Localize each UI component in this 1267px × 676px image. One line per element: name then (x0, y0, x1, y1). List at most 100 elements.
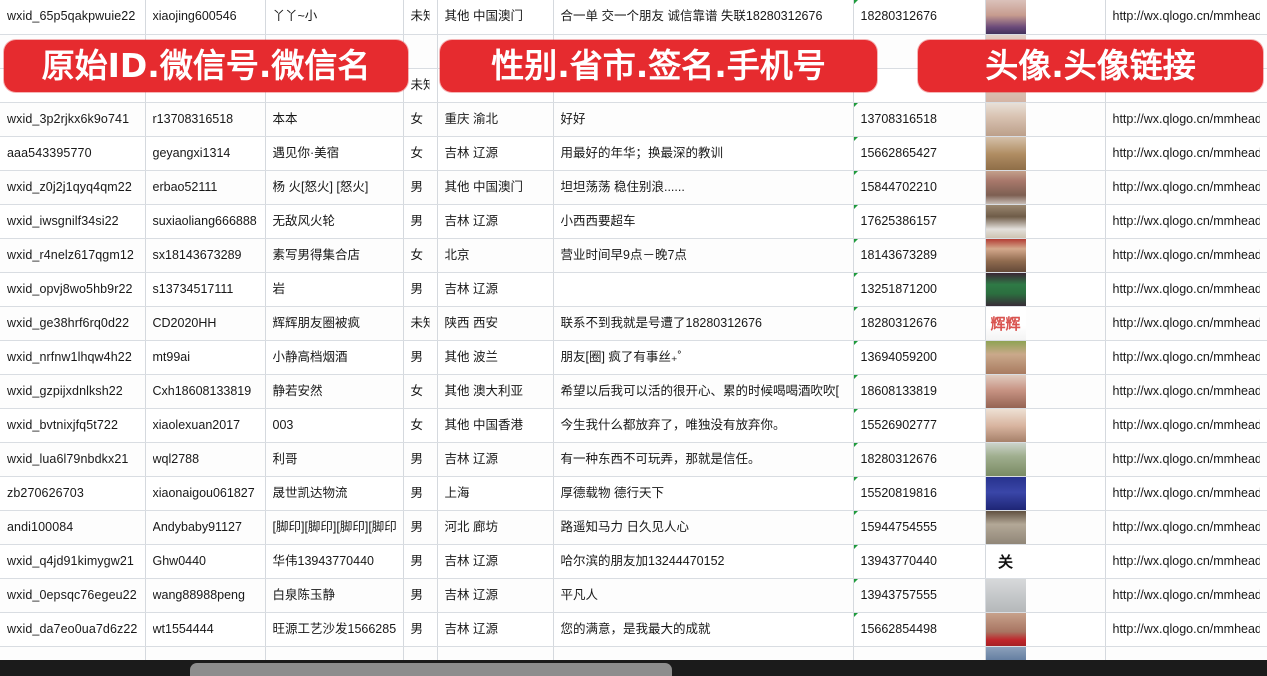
cell-wechat-name[interactable]: 静若安然 (265, 374, 404, 409)
cell-avatar[interactable] (985, 578, 1106, 613)
cell-original-id[interactable]: wxid_iwsgnilf34si22 (0, 204, 146, 239)
table-row[interactable]: wxid_0epsqc76egeu22 wang88988peng 白泉陈玉静 男 吉林… (0, 578, 1267, 613)
cell-wechat-name[interactable]: 岩 (265, 272, 404, 307)
cell-signature[interactable]: 平凡人 (553, 578, 854, 613)
cell-phone-number[interactable]: 15520819816 (853, 476, 986, 511)
cell-wechat-name[interactable]: 本本 (265, 102, 404, 137)
cell-wechat-name[interactable]: 丫丫~小 (265, 0, 404, 35)
cell-wechat-id[interactable]: geyangxi1314 (145, 136, 266, 171)
cell-avatar-url[interactable]: http://wx.qlogo.cn/mmhead (1105, 340, 1267, 375)
cell-avatar-url[interactable]: http://wx.qlogo.cn/mmhead (1105, 476, 1267, 511)
cell-avatar-url[interactable]: http://wx.qlogo.cn/mmhead (1105, 0, 1267, 35)
table-row[interactable]: wxid_65p5qakpwuie22 xiaojing600546 丫丫~小 未知其… (0, 0, 1267, 35)
table-row[interactable]: wxid_lua6l79nbdkx21 wql2788 利哥 男 吉林 辽源 有一种东西不… (0, 442, 1267, 477)
cell-province-city[interactable]: 吉林 辽源 (437, 544, 554, 579)
cell-original-id[interactable]: zb270626703 (0, 476, 146, 511)
cell-avatar-url[interactable]: http://wx.qlogo.cn/mmhead (1105, 306, 1267, 341)
cell-avatar-url[interactable]: http://wx.qlogo.cn/mmhead (1105, 170, 1267, 205)
cell-province-city[interactable]: 吉林 辽源 (437, 136, 554, 171)
cell-wechat-id[interactable]: suxiaoliang666888 (145, 204, 266, 239)
cell-signature[interactable]: 您的满意，是我最大的成就 (553, 612, 854, 647)
cell-avatar-url[interactable]: http://wx.qlogo.cn/mmhead (1105, 374, 1267, 409)
cell-province-city[interactable]: 其他 中国澳门 (437, 170, 554, 205)
cell-phone-number[interactable]: 15662854498 (853, 612, 986, 647)
cell-gender[interactable]: 男 (403, 170, 438, 205)
cell-phone-number[interactable]: 13694059200 (853, 340, 986, 375)
cell-wechat-id[interactable]: sx18143673289 (145, 238, 266, 273)
cell-gender[interactable]: 未知 (403, 0, 438, 35)
cell-avatar[interactable] (985, 408, 1106, 443)
cell-province-city[interactable]: 吉林 辽源 (437, 612, 554, 647)
cell-gender[interactable]: 女 (403, 136, 438, 171)
table-row[interactable]: wxid_3p2rjkx6k9o741 r13708316518 本本 女 重庆 渝北 好… (0, 102, 1267, 137)
table-row[interactable]: zb270626703 xiaonaigou061827 晟世凯达物流 男 上海 厚德载物… (0, 476, 1267, 511)
cell-signature[interactable]: 小西西要超车 (553, 204, 854, 239)
cell-avatar[interactable] (985, 204, 1106, 239)
cell-avatar[interactable] (985, 476, 1106, 511)
cell-gender[interactable] (403, 34, 438, 69)
cell-avatar[interactable] (985, 374, 1106, 409)
cell-original-id[interactable]: wxid_opvj8wo5hb9r22 (0, 272, 146, 307)
cell-signature[interactable] (553, 272, 854, 307)
cell-original-id[interactable]: wxid_gzpijxdnlksh22 (0, 374, 146, 409)
cell-avatar-url[interactable]: http://wx.qlogo.cn/mmhead (1105, 510, 1267, 545)
cell-signature[interactable]: 哈尔滨的朋友加13244470152 (553, 544, 854, 579)
cell-phone-number[interactable]: 18280312676 (853, 0, 986, 35)
cell-original-id[interactable]: wxid_bvtnixjfq5t722 (0, 408, 146, 443)
cell-wechat-id[interactable]: Ghw0440 (145, 544, 266, 579)
cell-province-city[interactable]: 吉林 辽源 (437, 442, 554, 477)
cell-gender[interactable]: 男 (403, 578, 438, 613)
cell-original-id[interactable]: wxid_ge38hrf6rq0d22 (0, 306, 146, 341)
table-row[interactable]: wxid_z0j2j1qyq4qm22 erbao52111 杨 火[怒火] [怒火… (0, 170, 1267, 205)
cell-wechat-name[interactable]: 晟世凯达物流 (265, 476, 404, 511)
cell-gender[interactable]: 男 (403, 612, 438, 647)
cell-phone-number[interactable]: 15662865427 (853, 136, 986, 171)
cell-avatar-url[interactable]: http://wx.qlogo.cn/mmhead (1105, 204, 1267, 239)
cell-phone-number[interactable]: 18280312676 (853, 442, 986, 477)
cell-avatar[interactable] (985, 238, 1106, 273)
cell-gender[interactable]: 女 (403, 408, 438, 443)
cell-wechat-id[interactable]: r13708316518 (145, 102, 266, 137)
cell-original-id[interactable]: wxid_z0j2j1qyq4qm22 (0, 170, 146, 205)
cell-province-city[interactable]: 陕西 西安 (437, 306, 554, 341)
cell-avatar-url[interactable]: http://wx.qlogo.cn/mmhead (1105, 102, 1267, 137)
cell-wechat-name[interactable]: 白泉陈玉静 (265, 578, 404, 613)
cell-wechat-name[interactable]: 003 (265, 408, 404, 443)
table-row[interactable]: wxid_da7eo0ua7d6z22 wt1554444 旺源工艺沙发156628… (0, 612, 1267, 647)
cell-province-city[interactable]: 其他 中国香港 (437, 408, 554, 443)
cell-wechat-name[interactable]: 无敌风火轮 (265, 204, 404, 239)
cell-gender[interactable]: 男 (403, 476, 438, 511)
cell-gender[interactable]: 未知 (403, 68, 438, 103)
cell-original-id[interactable]: wxid_q4jd91kimygw21 (0, 544, 146, 579)
table-row[interactable]: aaa543395770 geyangxi1314 遇见你·美宿 女 吉林 辽源 用最好的… (0, 136, 1267, 171)
cell-avatar-url[interactable]: http://wx.qlogo.cn/mmhead (1105, 578, 1267, 613)
cell-gender[interactable]: 女 (403, 238, 438, 273)
cell-phone-number[interactable]: 13943770440 (853, 544, 986, 579)
horizontal-scrollbar[interactable] (0, 660, 1267, 676)
cell-original-id[interactable]: wxid_3p2rjkx6k9o741 (0, 102, 146, 137)
table-row[interactable]: wxid_bvtnixjfq5t722 xiaolexuan2017 003 女 其他 … (0, 408, 1267, 443)
cell-phone-number[interactable]: 18608133819 (853, 374, 986, 409)
cell-original-id[interactable]: aaa543395770 (0, 136, 146, 171)
cell-original-id[interactable]: wxid_65p5qakpwuie22 (0, 0, 146, 35)
table-row[interactable]: wxid_gzpijxdnlksh22 Cxh18608133819 静若安然 女 其他… (0, 374, 1267, 409)
cell-avatar-url[interactable]: http://wx.qlogo.cn/mmhead (1105, 238, 1267, 273)
cell-phone-number[interactable]: 15526902777 (853, 408, 986, 443)
cell-signature[interactable]: 厚德载物 德行天下 (553, 476, 854, 511)
cell-wechat-name[interactable]: 华伟13943770440 (265, 544, 404, 579)
cell-avatar[interactable] (985, 442, 1106, 477)
cell-province-city[interactable]: 吉林 辽源 (437, 272, 554, 307)
cell-signature[interactable]: 坦坦荡荡 稳住别浪...... (553, 170, 854, 205)
cell-phone-number[interactable]: 13708316518 (853, 102, 986, 137)
cell-province-city[interactable]: 重庆 渝北 (437, 102, 554, 137)
cell-signature[interactable]: 希望以后我可以活的很开心、累的时候喝喝酒吹吹[ (553, 374, 854, 409)
horizontal-scrollbar-thumb[interactable] (190, 663, 672, 676)
cell-wechat-name[interactable]: 旺源工艺沙发15662854 (265, 612, 404, 647)
cell-wechat-id[interactable]: wt1554444 (145, 612, 266, 647)
cell-signature[interactable]: 路遥知马力 日久见人心 (553, 510, 854, 545)
cell-original-id[interactable]: wxid_lua6l79nbdkx21 (0, 442, 146, 477)
cell-wechat-id[interactable]: Cxh18608133819 (145, 374, 266, 409)
cell-avatar-url[interactable]: http://wx.qlogo.cn/mmhead (1105, 408, 1267, 443)
cell-signature[interactable]: 好好 (553, 102, 854, 137)
cell-gender[interactable]: 女 (403, 102, 438, 137)
